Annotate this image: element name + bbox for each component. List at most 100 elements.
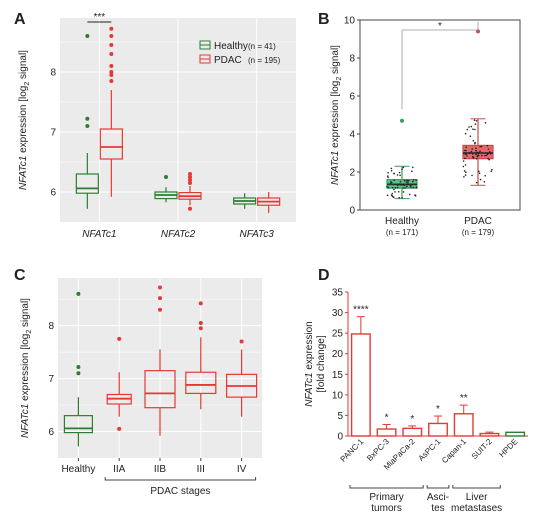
box-c-0-box — [63, 415, 94, 434]
jitter-point-b — [399, 180, 402, 183]
jitter-point-b — [396, 184, 399, 187]
ytick-b-0: 0 — [349, 206, 355, 217]
jitter-point-b — [394, 183, 396, 186]
ytick-c-1: 7 — [48, 374, 54, 385]
jitter-point-b — [475, 181, 478, 184]
jitter-point-b — [466, 155, 468, 157]
ytick-d-2: 10 — [332, 390, 344, 401]
bar-d-0 — [350, 333, 371, 437]
group-label-d-0-1: tumors — [371, 503, 402, 514]
jitter-point-b — [392, 196, 394, 198]
group-label-c: PDAC stages — [150, 486, 210, 497]
xtick-d-6: HPDE — [497, 437, 519, 459]
jitter-point-b — [414, 183, 417, 186]
jitter-point-b — [481, 154, 483, 157]
box-a-pdac-0-outlier-7 — [109, 26, 114, 31]
jitter-point-b — [476, 155, 479, 158]
jitter-point-b — [462, 165, 465, 168]
jitter-point-b — [478, 172, 481, 174]
jitter-point-b — [479, 146, 481, 148]
jitter-point-b — [407, 181, 409, 183]
jitter-point-b — [402, 166, 405, 169]
y-axis-label-d: NFATc1 expression — [304, 321, 315, 406]
jitter-point-b — [487, 157, 490, 160]
jitter-point-b — [463, 170, 466, 172]
ytick-a-0: 6 — [50, 188, 56, 199]
jitter-point-b — [470, 150, 473, 153]
jitter-point-b — [389, 182, 392, 185]
jitter-point-b — [407, 183, 409, 185]
jitter-point-b — [387, 186, 390, 189]
jitter-point-b — [393, 188, 395, 191]
group-bracket-d-1 — [426, 485, 450, 489]
xtick-c-0: Healthy — [61, 464, 95, 475]
box-a-pdac-0-outlier-0 — [109, 79, 114, 83]
jitter-point-b — [398, 171, 401, 174]
legend-label-a-1: PDAC — [214, 55, 242, 66]
sig-bracket-b — [401, 21, 479, 110]
xtick-c-2: IIB — [154, 464, 167, 475]
jitter-point-b — [471, 148, 474, 150]
jitter-point-b — [404, 187, 406, 189]
box-a-healthy-0-outlier-2 — [85, 34, 90, 38]
group-label-d-2-1: metastases — [451, 503, 502, 514]
xtick-c-1: IIA — [113, 464, 126, 475]
jitter-point-b — [401, 197, 403, 199]
y-axis-label-b: NFATc1 expression [log2 signal] — [330, 45, 343, 185]
jitter-point-b — [484, 154, 486, 157]
panel-label-d: D — [318, 267, 330, 284]
jitter-point-b — [479, 150, 481, 153]
jitter-point-b — [465, 153, 467, 156]
jitter-point-b — [472, 128, 474, 130]
jitter-point-b — [472, 155, 474, 158]
jitter-point-b — [390, 194, 393, 196]
jitter-point-b — [401, 168, 403, 170]
xtick-a-2: NFATc3 — [240, 229, 275, 240]
jitter-point-b — [410, 186, 412, 188]
legend-label-a-0: Healthy — [214, 41, 248, 52]
jitter-point-b — [397, 191, 400, 193]
jitter-point-b — [393, 179, 396, 181]
bar-d-4 — [453, 413, 474, 437]
jitter-point-b — [391, 186, 394, 189]
jitter-point-b — [466, 128, 469, 131]
ytick-b-1: 2 — [349, 168, 355, 179]
jitter-point-b — [484, 175, 487, 177]
jitter-point-b — [398, 196, 400, 199]
jitter-point-b — [412, 179, 415, 181]
bar-d-2 — [402, 427, 423, 437]
box-a-pdac-0-outlier-4 — [109, 52, 114, 56]
jitter-point-b — [465, 171, 467, 173]
xtick-a-0: NFATc1 — [82, 229, 116, 240]
group-label-d-0-0: Primary — [369, 492, 403, 503]
jitter-point-b — [471, 153, 474, 155]
xtick-c-3: III — [197, 464, 205, 475]
bar-d-1 — [376, 428, 397, 437]
chart-d: 05101520253035****PANC-1*BxPC-3*MiaPaCa-… — [304, 288, 528, 514]
jitter-point-b — [400, 184, 402, 186]
sig-label-d-0: **** — [353, 305, 369, 316]
box-a-healthy-0-outlier-0 — [85, 124, 90, 128]
box-a-pdac-0-outlier-3 — [109, 64, 114, 68]
box-a-pdac-1-outlier-2 — [188, 175, 192, 179]
jitter-point-b — [491, 168, 493, 171]
panel-label-a: A — [14, 11, 26, 28]
jitter-point-b — [471, 174, 473, 177]
ytick-b-3: 6 — [349, 92, 355, 103]
box-c-3-outlier-1 — [198, 321, 203, 325]
jitter-point-b — [475, 147, 477, 149]
y-axis-label-a: NFATc1 expression [log2 signal] — [18, 50, 31, 190]
ytick-d-1: 5 — [337, 411, 343, 422]
jitter-point-b — [486, 144, 489, 147]
box-c-2-box — [144, 370, 176, 409]
legend-n-a-1: (n = 195) — [248, 56, 281, 65]
box-c-2-outlier-2 — [158, 285, 162, 290]
jitter-point-b — [480, 145, 483, 148]
jitter-point-b — [488, 158, 491, 161]
jitter-point-b — [478, 152, 481, 154]
jitter-point-b — [469, 135, 472, 137]
sig-label-b: * — [438, 21, 442, 32]
box-c-4-outlier-0 — [239, 339, 244, 344]
box-a-pdac-1-outlier-1 — [188, 178, 192, 182]
jitter-point-b — [479, 178, 482, 181]
